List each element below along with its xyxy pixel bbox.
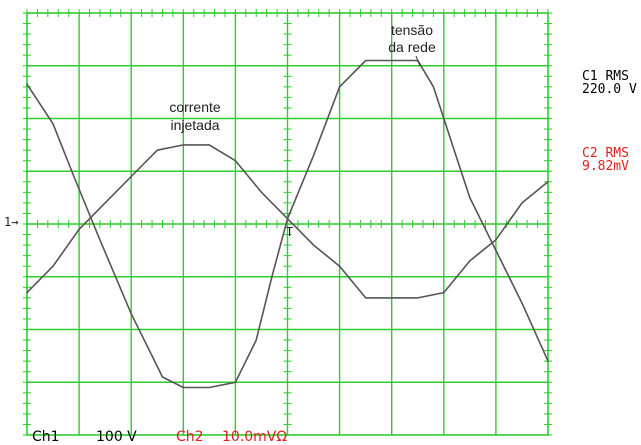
c1-rms-value: 220.0 V — [582, 82, 637, 97]
ch2-scale: 10.0mVΩ — [222, 429, 287, 445]
annotation-corrente-line2: injetada — [170, 117, 219, 133]
ch1-label: Ch1 — [32, 429, 60, 445]
ch2-label: Ch2 — [176, 429, 204, 445]
ground-marker: 1→ — [4, 215, 18, 229]
annotation-corrente-line1: corrente — [169, 99, 221, 115]
c2-rms-value: 9.82mV — [582, 159, 629, 174]
graticule — [23, 9, 552, 435]
annotation-tensao-line1: tensão — [391, 22, 433, 38]
annotation-tensao-line2: da rede — [388, 39, 436, 55]
ch1-scale: 100 V — [96, 429, 137, 445]
trigger-marker: T — [286, 225, 293, 239]
